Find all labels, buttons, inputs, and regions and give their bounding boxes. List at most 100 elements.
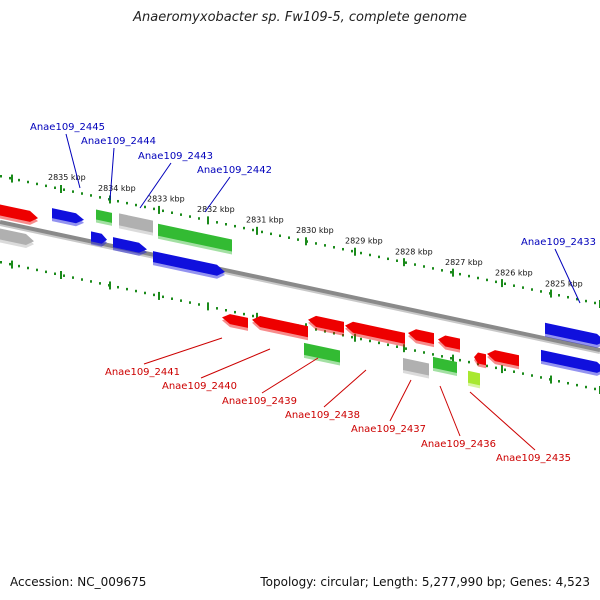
gene-arrow[interactable] (252, 316, 308, 338)
scale-dot (54, 272, 56, 276)
scale-dot (72, 276, 74, 279)
gene-arrow[interactable] (0, 226, 34, 245)
gene-label-reverse[interactable]: Anae109_2435 (496, 453, 571, 464)
scale-dot (18, 264, 20, 268)
scale-dot (351, 335, 353, 339)
gene-leader-line (469, 391, 536, 451)
scale-dot (468, 274, 470, 278)
scale-tick-label: 2834 kbp (98, 184, 136, 193)
gene-arrow[interactable] (487, 350, 519, 367)
gene-arrow[interactable] (304, 342, 340, 363)
gene-label-reverse[interactable]: Anae109_2439 (222, 396, 297, 407)
scale-dot (243, 226, 245, 230)
scale-dot (162, 295, 164, 299)
scale-dot (180, 213, 182, 216)
gene-arrow[interactable] (96, 209, 112, 223)
scale-dot (531, 288, 533, 291)
gene-leader-line (65, 133, 81, 189)
gene-leader-line (439, 385, 461, 437)
scale-dot (171, 297, 173, 300)
gene-label-reverse[interactable]: Anae109_2436 (421, 439, 496, 450)
gene-arrow[interactable] (113, 237, 147, 253)
scale-dot (324, 244, 326, 247)
scale-dot (414, 263, 416, 266)
gene-arrow[interactable] (403, 358, 429, 376)
scale-dot (522, 286, 524, 289)
gene-leader-line (139, 162, 172, 209)
scale-dot (126, 287, 128, 291)
scale-dot (216, 307, 218, 310)
scale-dot (18, 178, 20, 182)
gene-arrow[interactable] (153, 251, 225, 276)
gene-label-forward[interactable]: Anae109_2442 (197, 165, 272, 176)
scale-tick-label: 2827 kbp (445, 258, 483, 267)
scale-dot (405, 261, 407, 264)
scale-dot (225, 309, 227, 312)
scale-dot (468, 360, 470, 364)
gene-arrow[interactable] (158, 223, 232, 252)
scale-dot (477, 362, 479, 366)
gene-label-forward[interactable]: Anae109_2445 (30, 122, 105, 133)
scale-dot (63, 274, 65, 277)
gene-arrow[interactable] (408, 329, 434, 345)
gene-label-reverse[interactable]: Anae109_2441 (105, 367, 180, 378)
scale-dot (441, 269, 443, 272)
gene-arrow[interactable] (52, 208, 84, 224)
scale-dot (567, 381, 569, 385)
scale-dot (9, 262, 11, 266)
gene-layer (0, 202, 600, 389)
gene-arrow[interactable] (474, 352, 486, 366)
gene-label-reverse[interactable]: Anae109_2438 (285, 410, 360, 421)
gene-arrow[interactable] (438, 335, 460, 350)
scale-dot (27, 266, 29, 270)
scale-dot (63, 188, 65, 191)
scale-tick-label: 2830 kbp (296, 226, 334, 235)
accession-text: Accession: NC_009675 (10, 575, 147, 589)
gene-arrow[interactable] (541, 349, 600, 373)
scale-tick-label: 2829 kbp (345, 237, 383, 246)
gene-label-reverse[interactable]: Anae109_2437 (351, 424, 426, 435)
scale-dot (369, 253, 371, 257)
scale-dot (387, 343, 389, 347)
scale-dot (261, 230, 263, 234)
scale-dot (243, 312, 245, 316)
scale-dot (333, 332, 335, 335)
scale-dot (234, 224, 236, 228)
gene-label-forward[interactable]: Anae109_2443 (138, 151, 213, 162)
gene-arrow[interactable] (222, 314, 248, 328)
scale-dot (270, 232, 272, 236)
scale-dot (144, 205, 146, 209)
scale-dot (360, 251, 362, 255)
gene-leader-line (200, 348, 271, 379)
scale-dot (189, 215, 191, 218)
genome-summary-text: Topology: circular; Length: 5,277,990 bp… (260, 575, 590, 589)
scale-dot (342, 333, 344, 337)
gene-label-forward[interactable]: Anae109_2444 (81, 136, 156, 147)
gene-arrow[interactable] (0, 202, 38, 222)
genome-title: Anaeromyxobacter sp. Fw109-5, complete g… (133, 10, 467, 25)
scale-dot (135, 289, 137, 293)
scale-tick-label: 2825 kbp (545, 279, 583, 288)
gene-arrow[interactable] (119, 213, 153, 233)
scale-dot (171, 211, 173, 214)
gene-leader-line (204, 176, 231, 213)
scale-dot (522, 372, 524, 375)
scale-dot (189, 301, 191, 304)
scale-dot (576, 297, 578, 301)
scale-dot (342, 247, 344, 251)
scale-dot (558, 294, 560, 297)
gene-label-forward[interactable]: Anae109_2433 (521, 237, 596, 248)
gene-arrow[interactable] (468, 370, 480, 386)
gene-arrow[interactable] (433, 356, 457, 373)
gene-label-reverse[interactable]: Anae109_2440 (162, 381, 237, 392)
gene-arrow[interactable] (545, 322, 600, 345)
scale-dot (531, 374, 533, 377)
gene-arrow[interactable] (345, 321, 405, 344)
gene-arrow[interactable] (308, 315, 344, 333)
scale-dot (315, 328, 317, 331)
scale-dot (216, 221, 218, 224)
scale-dot (378, 341, 380, 345)
gene-arrow[interactable] (91, 231, 107, 244)
scale-dot (252, 228, 254, 232)
